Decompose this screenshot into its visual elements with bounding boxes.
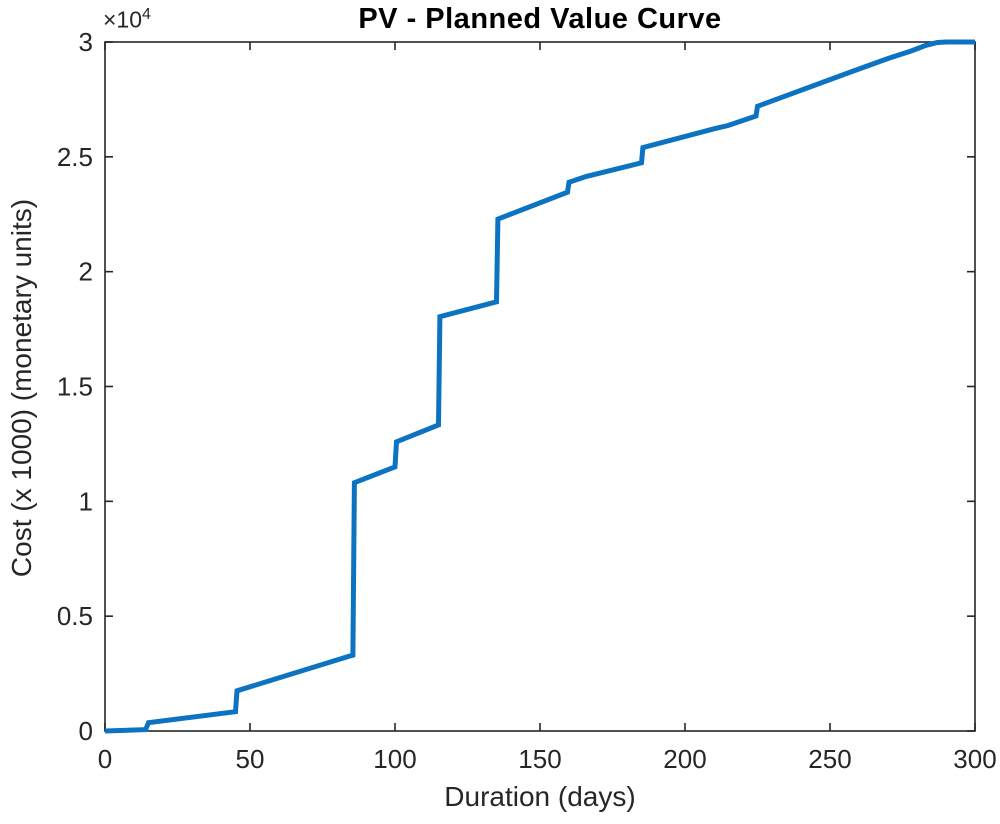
x-tick-label: 250 [808, 744, 851, 774]
x-tick-label: 200 [663, 744, 706, 774]
x-tick-label: 300 [953, 744, 996, 774]
y-tick-label: 1 [79, 486, 93, 516]
y-tick-label: 2 [79, 257, 93, 287]
pv-curve [104, 39, 975, 734]
y-tick-label: 1.5 [57, 372, 93, 402]
y-tick-label: 3 [79, 27, 93, 57]
x-tick-label: 0 [98, 744, 112, 774]
y-axis-label: Cost (x 1000) (monetary units) [6, 198, 37, 578]
y-tick-label: 0.5 [57, 601, 93, 631]
chart-title: PV - Planned Value Curve [358, 3, 722, 35]
x-axis-label: Duration (days) [444, 781, 636, 812]
plot-box [104, 41, 976, 732]
y-tick-label: 2.5 [57, 142, 93, 172]
x-tick-label: 150 [518, 744, 561, 774]
y-axis-exponent-power: 4 [142, 6, 151, 23]
x-tick-label: 50 [236, 744, 265, 774]
y-tick-label: 0 [79, 716, 93, 746]
x-tick-label: 100 [373, 744, 416, 774]
y-axis-exponent-label: ×104 [103, 6, 151, 34]
y-axis-exponent-base: ×10 [103, 6, 143, 33]
